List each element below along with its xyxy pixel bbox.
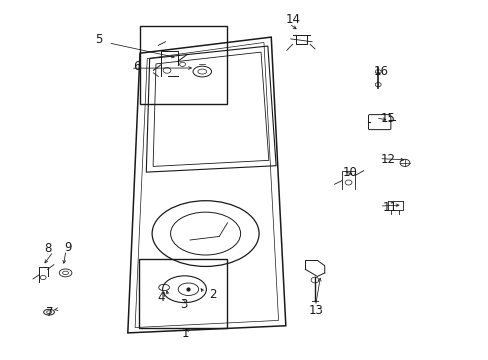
Text: 12: 12 [380,153,395,166]
Text: 5: 5 [95,33,102,46]
Text: 4: 4 [157,291,164,305]
Text: 9: 9 [64,240,72,254]
Bar [138,258,226,328]
Text: 11: 11 [382,201,397,214]
Text: 3: 3 [180,298,187,311]
Text: 15: 15 [380,112,395,125]
Text: 8: 8 [44,242,51,255]
Bar [140,26,226,104]
Text: 16: 16 [373,64,388,77]
Text: 13: 13 [308,304,323,317]
Text: 6: 6 [133,60,140,73]
Text: 14: 14 [285,13,300,27]
Text: 10: 10 [343,166,357,179]
Text: 1: 1 [181,327,188,340]
Text: 7: 7 [46,306,54,319]
Text: 2: 2 [209,288,216,301]
